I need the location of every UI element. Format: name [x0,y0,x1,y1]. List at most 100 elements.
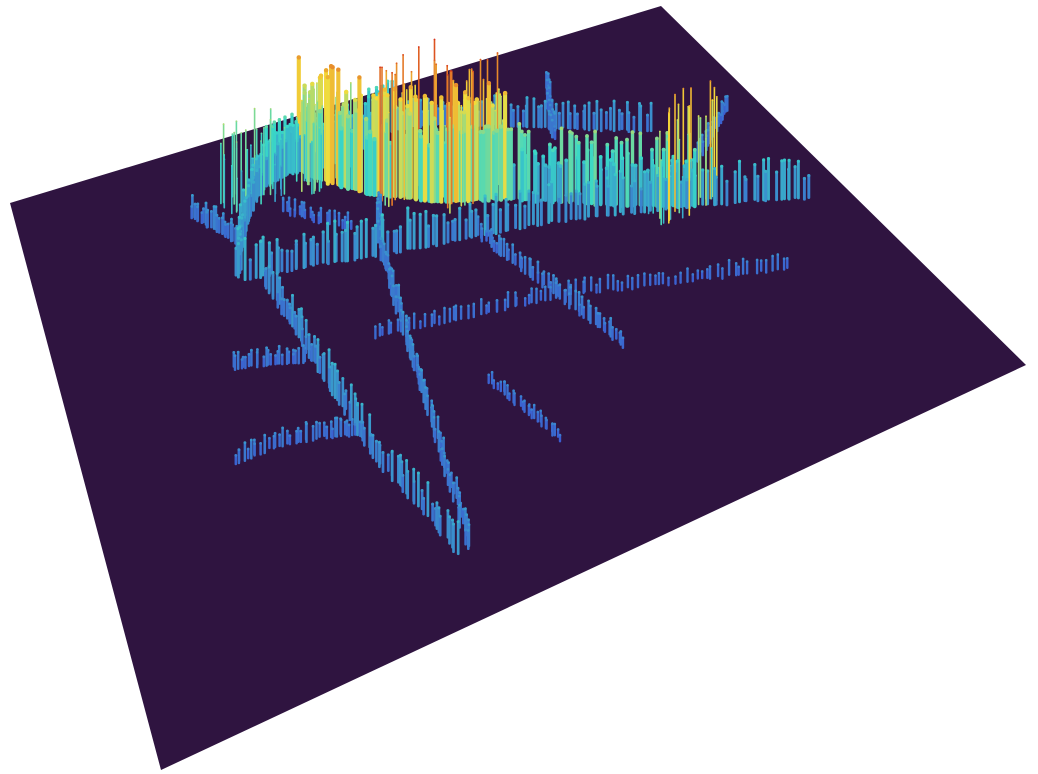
ridge-segment-1-cap [518,189,522,193]
ridge-segment-2-cap [313,335,316,338]
ridge-segment-5-cap [413,97,419,103]
ridge-segment-5-cap [502,90,508,96]
ridge-segment-11-cap [241,355,245,359]
ridge-segment-2-cap [300,327,304,331]
ridge-segment-15-cap [506,384,509,387]
ridge-segment-14-cap [700,133,704,137]
ridge-segment-3-cap [244,196,248,200]
ridge-segment-11-cap [262,355,266,359]
ridge-segment-5-cap [317,109,323,114]
ridge-segment-5-cap [407,111,412,116]
ridge-segment-2-cap [343,392,347,396]
ridge-segment-9-cap [595,283,598,287]
peak-spike-22-cap [246,148,249,151]
ridge-segment-11-cap [250,348,253,352]
ridge-segment-1-cap [446,221,450,225]
ridge-segment-10-cap [552,274,555,277]
ridge-segment-2-cap [374,439,378,443]
peak-spike-18-cap [313,121,315,124]
ridge-segment-2-cap [280,297,284,301]
ridge-segment-2-cap [438,514,442,518]
ridge-segment-0-cap [443,454,446,458]
ridge-segment-10-cap [495,241,499,245]
ridge-segment-9-cap [454,304,458,308]
ridge-segment-1-cap [326,221,330,225]
ridge-segment-6-cap [661,147,666,152]
ridge-segment-17-cap [312,213,316,217]
peak-spike-19-cap [417,46,420,48]
ridge-segment-5-cap [310,81,315,87]
peak-spike-19-cap [379,66,381,69]
ridge-segment-0-cap [387,262,391,265]
ridge-segment-1-cap [796,159,801,163]
ridge-segment-2-cap [377,440,381,444]
ridge-segment-1-cap [498,208,502,212]
ridge-segment-10-cap [587,299,590,303]
ridge-segment-8-cap [561,101,565,105]
ridge-segment-9-cap [459,305,463,308]
ridge-segment-3-cap [239,238,243,242]
ridge-segment-6-cap [568,130,572,134]
ridge-segment-2-cap [267,265,271,269]
ridge-segment-5-cap [408,85,413,90]
ridge-segment-5-cap [463,90,468,95]
ridge-segment-8-cap [625,100,629,104]
ridge-segment-11-cap [277,344,281,348]
ridge-segment-2-cap [360,402,364,406]
ridge-segment-1-cap [483,194,487,198]
ridge-segment-9-cap [412,312,416,316]
ridge-segment-11-cap [276,350,280,353]
ridge-segment-5-cap [498,124,504,129]
ridge-segment-13-cap [546,91,549,95]
ridge-segment-16-cap [224,223,227,226]
ridge-segment-1-cap [557,194,561,198]
ridge-segment-9-cap [721,267,724,270]
ridge-segment-10-cap [505,242,509,246]
ridge-segment-1-cap [744,177,748,182]
ridge-segment-3-cap [251,163,255,167]
ridge-segment-1-cap [780,159,784,163]
ridge-segment-17-cap [293,198,297,201]
ridge-segment-1-cap [725,179,729,183]
peak-spike-20-cap [494,109,497,112]
ridge-segment-10-cap [549,281,553,284]
peak-spike-21-cap [681,176,684,178]
ridge-segment-2-cap [293,310,297,314]
peak-spike-21-cap [660,159,663,162]
ridge-segment-4-cap [290,112,294,117]
ridge-segment-0-cap [464,507,467,511]
ridge-segment-1-cap [656,173,660,178]
ridge-segment-1-cap [259,239,263,244]
ridge-segment-12-cap [325,425,329,429]
ridge-segment-6-cap [547,165,551,169]
ridge-segment-15-cap [512,389,515,393]
ridge-segment-13-cap [553,128,557,132]
ridge-segment-0-cap [381,239,385,243]
ridge-segment-9-cap [782,257,786,261]
ridge-segment-9-cap [485,304,488,307]
peak-spike-21-cap [711,99,714,101]
ridge-segment-6-cap [558,164,563,169]
ridge-segment-13-cap [549,113,553,117]
ridge-segment-0-cap [432,410,436,413]
ridge-segment-10-cap [536,260,540,264]
ridge-segment-0-cap [379,245,383,248]
ridge-segment-0-cap [464,528,467,532]
ridge-segment-2-cap [381,451,385,454]
ridge-segment-8-cap [639,104,643,108]
ridge-segment-3-cap [247,184,251,188]
ridge-segment-15-cap [499,380,503,384]
ridge-segment-0-cap [391,269,395,273]
peak-spike-22-cap [240,132,243,134]
ridge-segment-10-cap [594,306,598,310]
ridge-segment-17-cap [288,207,292,210]
ridge-segment-10-cap [497,234,501,238]
ridge-segment-1-cap [380,213,384,217]
ridge-segment-0-cap [406,329,409,333]
peak-spike-22-cap [283,126,286,129]
ridge-segment-0-cap [457,494,461,498]
ridge-segment-17-cap [319,206,323,210]
ridge-segment-0-cap [408,334,412,338]
ridge-segment-10-cap [523,255,527,259]
ridge-segment-2-cap [412,467,416,471]
